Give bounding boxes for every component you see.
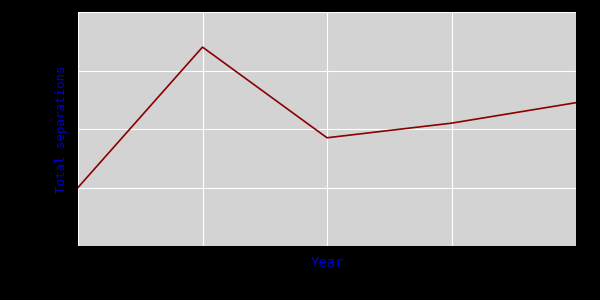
Y-axis label: Total separations: Total separations	[55, 65, 68, 193]
X-axis label: Year: Year	[310, 256, 344, 270]
